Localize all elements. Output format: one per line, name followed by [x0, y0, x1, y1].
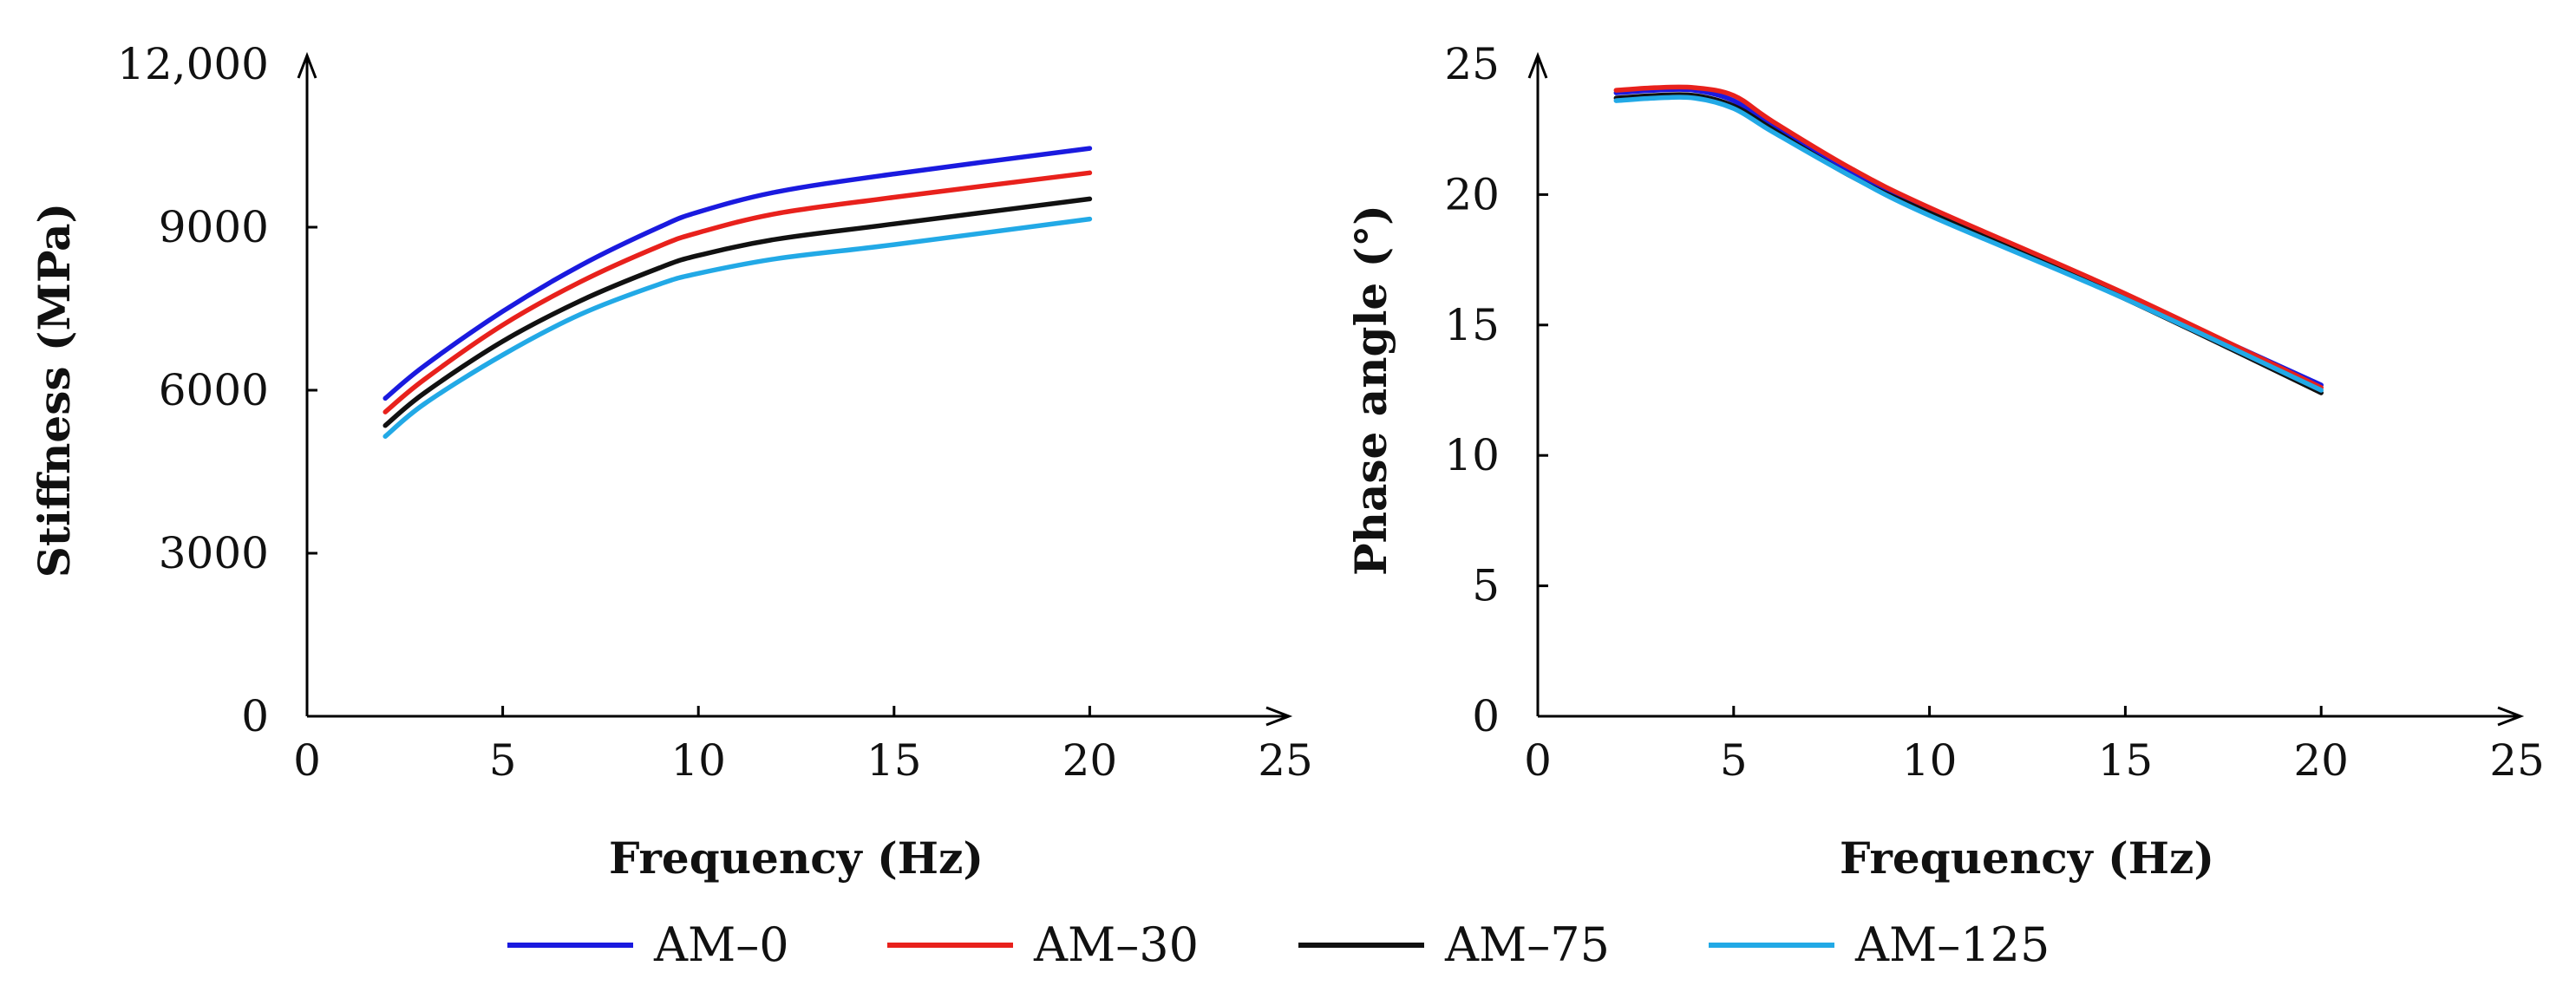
chart1-series-am-30	[1613, 84, 2324, 390]
chart0-y-tick-label: 9000	[159, 202, 269, 252]
chart0-y-tick-label: 12,000	[117, 39, 269, 89]
legend-item-am-0: AM–0	[507, 917, 789, 972]
chart1-x-tick-label: 15	[2098, 735, 2154, 786]
chart1-x-tick-label: 10	[1902, 735, 1958, 786]
chart1-y-tick-label: 0	[1472, 691, 1500, 741]
chart0-y-tick-label: 6000	[159, 365, 269, 415]
chart0-x-tick-label: 20	[1062, 735, 1118, 786]
chart1-y-tick-label: 25	[1444, 39, 1500, 89]
phase-angle-chart: 0 5 10 15 20 25 0 5 10 15 20 25 Frequency (Hz) Phase …	[1345, 39, 2545, 884]
legend-item-am-125: AM–125	[1709, 917, 2050, 972]
chart0-series-am-125	[382, 216, 1093, 440]
chart1-x-tick-label: 25	[2489, 735, 2545, 786]
chart1-x-tick-label: 0	[1524, 735, 1552, 786]
chart0-x-axis-title: Frequency (Hz)	[609, 832, 984, 884]
chart0-series-am-30	[382, 170, 1093, 414]
legend-item-am-75: AM–75	[1298, 917, 1610, 972]
chart1-x-tick-label: 5	[1720, 735, 1748, 786]
chart0-y-tick-label: 0	[241, 691, 269, 741]
chart1-y-axis-arrow	[1527, 51, 1548, 79]
chart1-y-tick-label: 5	[1472, 561, 1500, 611]
legend-label-am-30: AM–30	[1033, 917, 1199, 972]
chart1-y-tick-label: 15	[1444, 300, 1500, 350]
chart1-y-tick-label: 20	[1444, 169, 1500, 219]
chart1-series-am-125	[1613, 95, 2324, 393]
chart1-y-axis-title: Phase angle (°)	[1345, 205, 1396, 576]
chart0-x-tick-label: 25	[1258, 735, 1313, 786]
stiffness-chart: 0 5 10 15 20 25 0 3000 6000 9000 12,000 Frequency (…	[29, 39, 1313, 884]
chart0-x-axis-arrow	[1265, 706, 1293, 727]
legend-label-am-125: AM–125	[1854, 917, 2050, 972]
chart0-series-am-75	[382, 196, 1093, 428]
chart0-series-am-0	[382, 146, 1093, 401]
legend-label-am-0: AM–0	[653, 917, 789, 972]
chart0-x-tick-label: 15	[866, 735, 922, 786]
chart0-y-axis-arrow	[297, 51, 317, 79]
chart0-x-tick-label: 5	[489, 735, 517, 786]
chart0-y-axis-title: Stiffness (MPa)	[29, 203, 80, 578]
chart0-x-tick-label: 10	[670, 735, 726, 786]
chart1-y-tick-label: 10	[1444, 430, 1500, 480]
legend: AM–0 AM–30 AM–75 AM–125	[507, 917, 2050, 972]
chart0-x-tick-label: 0	[293, 735, 321, 786]
legend-label-am-75: AM–75	[1444, 917, 1610, 972]
chart0-y-tick-label: 3000	[159, 528, 269, 578]
chart1-x-tick-label: 20	[2293, 735, 2349, 786]
chart1-x-axis-arrow	[2497, 706, 2525, 727]
chart1-series-am-75	[1613, 92, 2324, 395]
legend-item-am-30: AM–30	[887, 917, 1199, 972]
chart1-x-axis-title: Frequency (Hz)	[1840, 832, 2214, 884]
